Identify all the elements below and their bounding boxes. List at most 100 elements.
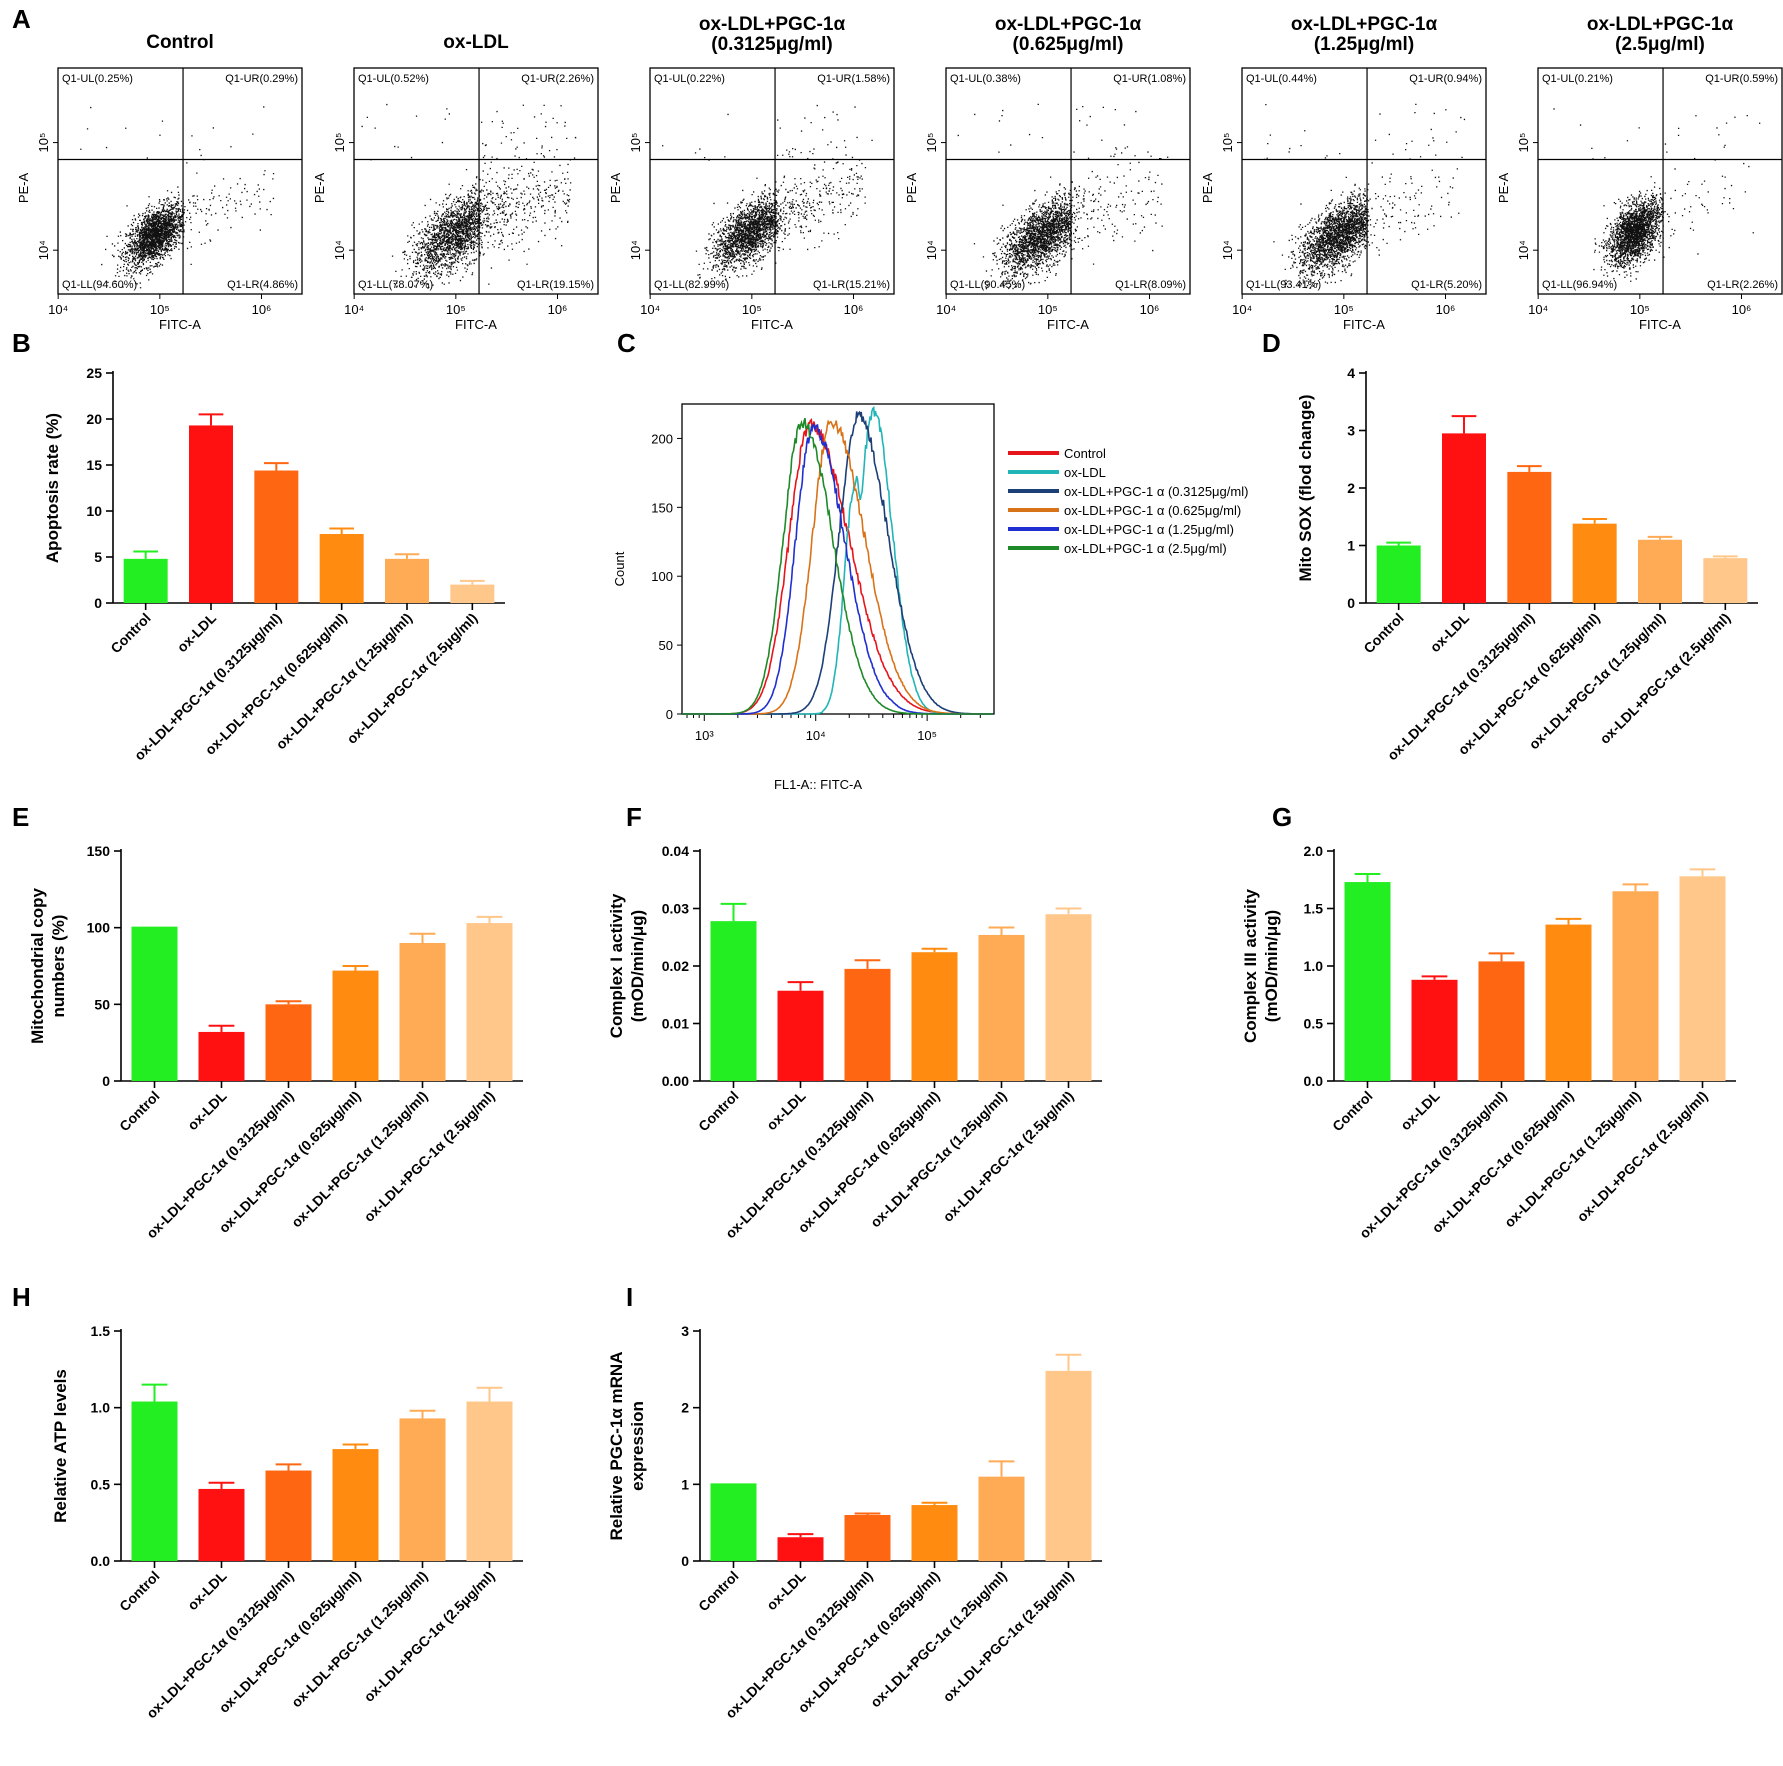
quadrant-label-ll: Q1-LL(78.07%) — [358, 279, 433, 291]
histogram-frame — [681, 403, 995, 715]
y-axis-label: Relative PGC-1α mRNA — [607, 1351, 626, 1540]
legend-label: ox-LDL+PGC-1 α (0.625μg/ml) — [1064, 503, 1241, 518]
y-tick-label: 10⁵ — [628, 133, 643, 153]
flow-plot-4: ox-LDL+PGC-1α(0.625μg/ml) Q1-UL(0.38%) Q1-… — [904, 14, 1191, 332]
bar-5 — [978, 934, 1025, 1081]
y-tick-label: 0 — [94, 595, 102, 611]
bar-6 — [450, 584, 495, 603]
y-tick-label: 10⁴ — [1220, 240, 1235, 260]
y-tick-label: 0.01 — [662, 1016, 689, 1032]
y-tick-label: 150 — [651, 500, 673, 515]
legend-label: ox-LDL+PGC-1 α (0.3125μg/ml) — [1064, 484, 1248, 499]
x-category-label: ox-LDL+PGC-1α (2.5μg/ml) — [1574, 1088, 1711, 1225]
x-category-label: Control — [695, 1088, 742, 1135]
x-category-label: Control — [107, 610, 154, 657]
flow-plot-title: ox-LDL+PGC-1α — [1587, 14, 1734, 35]
y-tick-label: 200 — [651, 431, 673, 446]
bar-6 — [1703, 558, 1748, 603]
quadrant-label-ul: Q1-UL(0.44%) — [1246, 73, 1317, 85]
y-tick-label: 1.5 — [91, 1323, 111, 1339]
quadrant-label-ur: Q1-UR(0.59%) — [1705, 73, 1778, 85]
bar-6 — [1045, 1370, 1092, 1561]
y-axis-label: PE-A — [312, 173, 327, 204]
flow-plot-title: ox-LDL — [443, 32, 509, 53]
panel-label-d: D — [1262, 328, 1281, 358]
quadrant-label-ur: Q1-UR(1.08%) — [1113, 73, 1186, 85]
flow-plot-frame — [1241, 67, 1487, 295]
y-tick-label: 0.0 — [91, 1553, 111, 1569]
flow-plot-2: ox-LDL Q1-UL(0.52%) Q1-UR(2.26%) Q1-LL(78.0… — [312, 32, 599, 332]
panel-a-flow-cytometry: Control Q1-UL(0.25%) Q1-UR(0.29%) Q1-LL(94.… — [16, 14, 1783, 332]
y-axis-label: expression — [628, 1401, 647, 1491]
flow-plot-title: ox-LDL+PGC-1α — [995, 14, 1142, 35]
y-axis-label: Apoptosis rate (%) — [43, 413, 62, 563]
quadrant-label-ul: Q1-UL(0.22%) — [654, 73, 725, 85]
x-category-label: Control — [116, 1568, 163, 1615]
y-tick-label: 1.5 — [1304, 901, 1324, 917]
bar-5 — [1612, 891, 1659, 1081]
flow-plot-3: ox-LDL+PGC-1α(0.3125μg/ml) Q1-UL(0.22%) Q1… — [608, 14, 895, 332]
quadrant-label-ll: Q1-LL(90.45%) — [950, 279, 1025, 291]
quadrant-label-ul: Q1-UL(0.38%) — [950, 73, 1021, 85]
x-category-label: ox-LDL — [174, 609, 220, 655]
legend-label: ox-LDL — [1064, 465, 1106, 480]
x-category-label: ox-LDL+PGC-1α (2.5μg/ml) — [940, 1088, 1077, 1225]
x-tick-label: 10⁶ — [1732, 302, 1752, 317]
flow-plot-frame — [353, 67, 599, 295]
y-tick-label: 1 — [681, 1476, 689, 1492]
y-tick-label: 25 — [86, 365, 102, 381]
x-tick-label: 10⁵ — [446, 302, 466, 317]
x-category-label: ox-LDL+PGC-1α (0.625μg/ml) — [202, 610, 350, 758]
x-tick-label: 10⁶ — [1140, 302, 1160, 317]
y-tick-label: 10⁴ — [36, 240, 51, 260]
x-axis-label: FITC-A — [751, 317, 793, 332]
x-tick-label: 10⁶ — [1436, 302, 1456, 317]
panel-label-b: B — [12, 328, 31, 358]
y-tick-label: 10⁵ — [36, 133, 51, 153]
bar-3 — [254, 470, 299, 603]
y-tick-label: 10⁴ — [1516, 240, 1531, 260]
flow-plot-frame — [1537, 67, 1783, 295]
flow-dots — [361, 103, 577, 289]
x-category-label: ox-LDL+PGC-1α (1.25μg/ml) — [867, 1568, 1010, 1711]
bar-4 — [911, 1505, 958, 1561]
flow-plot-5: ox-LDL+PGC-1α(1.25μg/ml) Q1-UL(0.44%) Q1-U… — [1200, 14, 1487, 332]
x-tick-label: 10⁴ — [640, 302, 660, 317]
quadrant-label-ll: Q1-LL(93.41%) — [1246, 279, 1321, 291]
bar-1 — [123, 558, 168, 603]
bar-1 — [710, 1484, 757, 1561]
y-tick-label: 1.0 — [91, 1400, 111, 1416]
quadrant-label-lr: Q1-LR(2.26%) — [1707, 279, 1778, 291]
y-tick-label: 10⁴ — [332, 240, 347, 260]
y-tick-label: 0.0 — [1304, 1073, 1324, 1089]
quadrant-label-ur: Q1-UR(0.94%) — [1409, 73, 1482, 85]
flow-plot-1: Control Q1-UL(0.25%) Q1-UR(0.29%) Q1-LL(94.… — [16, 32, 303, 332]
bar-4 — [332, 970, 379, 1081]
x-tick-label: 10⁴ — [936, 302, 956, 317]
flow-plot-title: (1.25μg/ml) — [1314, 34, 1414, 55]
x-tick-label: 10⁶ — [548, 302, 568, 317]
bar-5 — [385, 558, 429, 603]
flow-plot-title: (0.3125μg/ml) — [711, 34, 832, 55]
bar-4 — [1572, 523, 1617, 603]
y-tick-label: 0.5 — [91, 1476, 111, 1492]
y-axis-label: Mitochondrial copy — [28, 888, 47, 1044]
flow-plot-6: ox-LDL+PGC-1α(2.5μg/ml) Q1-UL(0.21%) Q1-UR… — [1496, 14, 1783, 332]
panel-label-c: C — [617, 328, 636, 358]
quadrant-label-lr: Q1-LR(4.86%) — [227, 279, 298, 291]
x-category-label: ox-LDL — [763, 1567, 809, 1613]
quadrant-label-ul: Q1-UL(0.25%) — [62, 73, 133, 85]
y-tick-label: 100 — [87, 920, 111, 936]
y-tick-label: 1 — [1347, 538, 1355, 554]
panel-label-f: F — [626, 802, 642, 832]
panel-label-g: G — [1272, 802, 1292, 832]
bar-2 — [1442, 433, 1486, 603]
x-category-label: ox-LDL+PGC-1α (0.3125μg/ml) — [722, 1088, 876, 1242]
flow-plot-frame — [945, 67, 1191, 295]
bar-5 — [1638, 539, 1682, 603]
x-category-label: ox-LDL+PGC-1α (0.625μg/ml) — [1429, 1088, 1577, 1236]
